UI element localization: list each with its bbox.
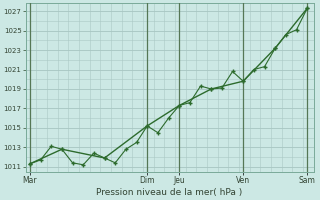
X-axis label: Pression niveau de la mer( hPa ): Pression niveau de la mer( hPa ): [97, 188, 243, 197]
